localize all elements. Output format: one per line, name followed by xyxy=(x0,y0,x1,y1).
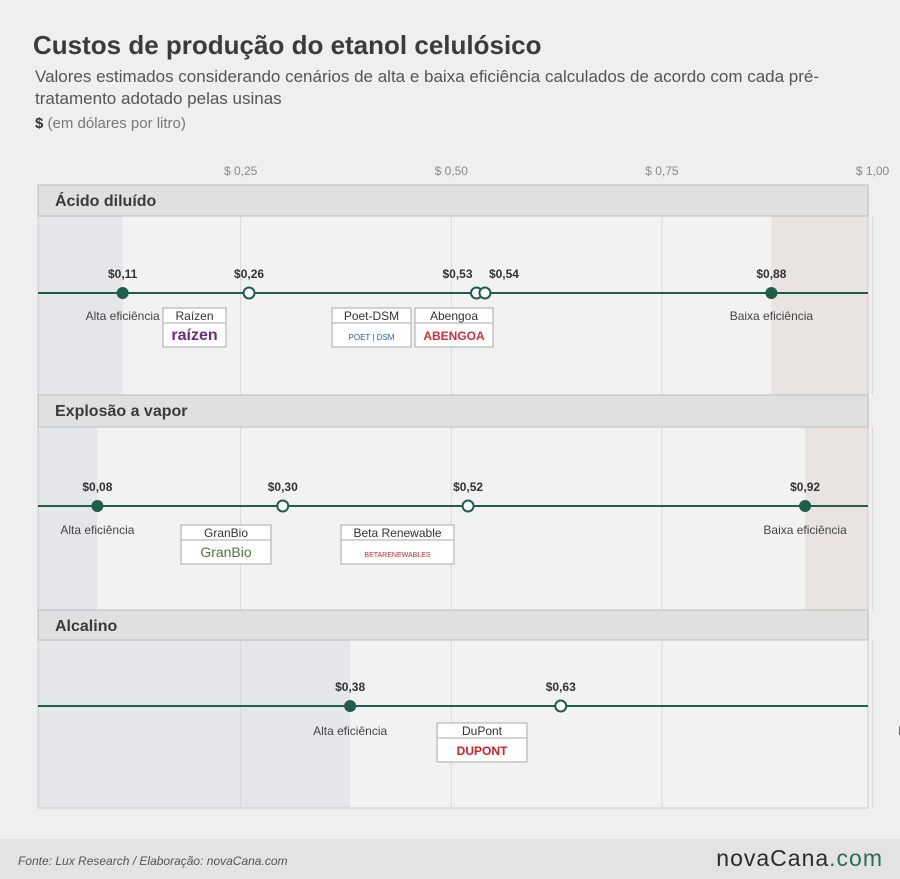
value-label: $0,38 xyxy=(335,680,365,694)
unit-symbol: $ xyxy=(35,115,44,132)
company-value-label: $0,26 xyxy=(234,267,264,281)
company-point xyxy=(276,499,290,513)
company-value-label: $0,53 xyxy=(442,267,472,281)
x-tick-label: $ 0,25 xyxy=(224,164,258,178)
high-efficiency-label: Alta eficiência xyxy=(313,724,387,738)
company-logo-box: Beta Renewable BETARENEWABLES xyxy=(340,524,455,565)
company-point xyxy=(478,286,492,300)
company-value-label: $0,52 xyxy=(453,480,483,494)
brand-suffix: .com xyxy=(829,845,883,871)
panel-header xyxy=(37,609,869,641)
panel-header xyxy=(37,184,869,217)
company-logo-box: GranBio GranBio xyxy=(180,524,272,565)
company-logo: BETARENEWABLES xyxy=(364,552,430,559)
low-efficiency-label: Baixa eficiência xyxy=(763,523,847,537)
company-logo: ABENGOA xyxy=(423,329,485,343)
company-logo-box: Poet-DSM POET | DSM xyxy=(331,307,412,348)
x-tick-label: $ 1,00 xyxy=(856,164,890,178)
panel-title: Alcalino xyxy=(55,618,117,635)
value-label: $0,92 xyxy=(790,480,820,494)
panel-body xyxy=(38,216,868,395)
company-name: DuPont xyxy=(462,724,503,738)
company-point xyxy=(554,699,568,713)
value-label: $0,11 xyxy=(108,267,138,281)
low-efficiency-point xyxy=(765,287,778,299)
value-label: $0,08 xyxy=(82,480,112,494)
x-tick-label: $ 0,50 xyxy=(435,164,469,178)
logo-box-frame xyxy=(162,307,227,348)
company-value-label: $0,54 xyxy=(489,267,519,281)
value-label: $0,88 xyxy=(756,267,786,281)
company-logo: GranBio xyxy=(200,544,252,560)
low-efficiency-label: Baixa eficiência xyxy=(730,309,814,323)
company-name: GranBio xyxy=(204,526,248,540)
chart-title: Custos de produção do etanol celulósico xyxy=(33,30,542,60)
panel-header xyxy=(37,394,869,428)
cost-chart: $ 0,25 $ 0,50 $ 0,75 $ 1,00 Ácido diluído $0,… xyxy=(37,164,900,809)
company-name: Abengoa xyxy=(430,309,478,323)
brand-main: novaCana xyxy=(716,845,830,871)
company-point xyxy=(461,499,475,513)
high-efficiency-label: Alta eficiência xyxy=(60,523,134,537)
brand-logo: novaCana.com xyxy=(716,845,883,872)
company-logo: DUPONT xyxy=(457,744,508,758)
low-efficiency-band xyxy=(805,427,868,610)
panel-title: Explosão a vapor xyxy=(55,403,188,420)
panel-body xyxy=(38,427,868,610)
company-logo-box: DuPont DUPONT xyxy=(436,722,528,763)
company-logo-box: Abengoa ABENGOA xyxy=(414,307,494,348)
logo-box-frame xyxy=(340,524,455,565)
company-value-label: $0,63 xyxy=(546,680,576,694)
company-logo: raízen xyxy=(171,327,217,344)
low-efficiency-point xyxy=(799,500,812,512)
low-efficiency-label: Baixa eficiência xyxy=(898,724,900,738)
company-logo: POET | DSM xyxy=(349,333,395,342)
unit-text: (em dólares por litro) xyxy=(47,115,186,132)
unit-label: $ (em dólares por litro) xyxy=(35,115,186,132)
company-logo-box: Raízen raízen xyxy=(162,307,227,348)
logo-box-frame xyxy=(331,307,412,348)
source-note: Fonte: Lux Research / Elaboração: novaCa… xyxy=(18,854,288,868)
x-tick-label: $ 0,75 xyxy=(645,164,679,178)
footer: Fonte: Lux Research / Elaboração: novaCa… xyxy=(0,839,900,879)
high-efficiency-label: Alta eficiência xyxy=(86,309,160,323)
company-name: Raízen xyxy=(175,309,213,323)
logo-box-frame xyxy=(414,307,494,348)
company-name: Poet-DSM xyxy=(344,309,399,323)
high-efficiency-band xyxy=(38,640,351,808)
logo-box-frame xyxy=(436,722,528,763)
company-point xyxy=(242,286,256,300)
high-efficiency-point xyxy=(116,287,129,299)
panel-title: Ácido diluído xyxy=(55,191,157,210)
low-efficiency-band xyxy=(771,216,868,395)
high-efficiency-point xyxy=(91,500,104,512)
high-efficiency-point xyxy=(344,700,357,712)
high-efficiency-band xyxy=(38,427,98,610)
chart-subtitle: Valores estimados considerando cenários … xyxy=(35,67,820,108)
high-efficiency-band xyxy=(38,216,123,395)
company-name: Beta Renewable xyxy=(353,526,441,540)
logo-box-frame xyxy=(180,524,272,565)
company-value-label: $0,30 xyxy=(268,480,298,494)
